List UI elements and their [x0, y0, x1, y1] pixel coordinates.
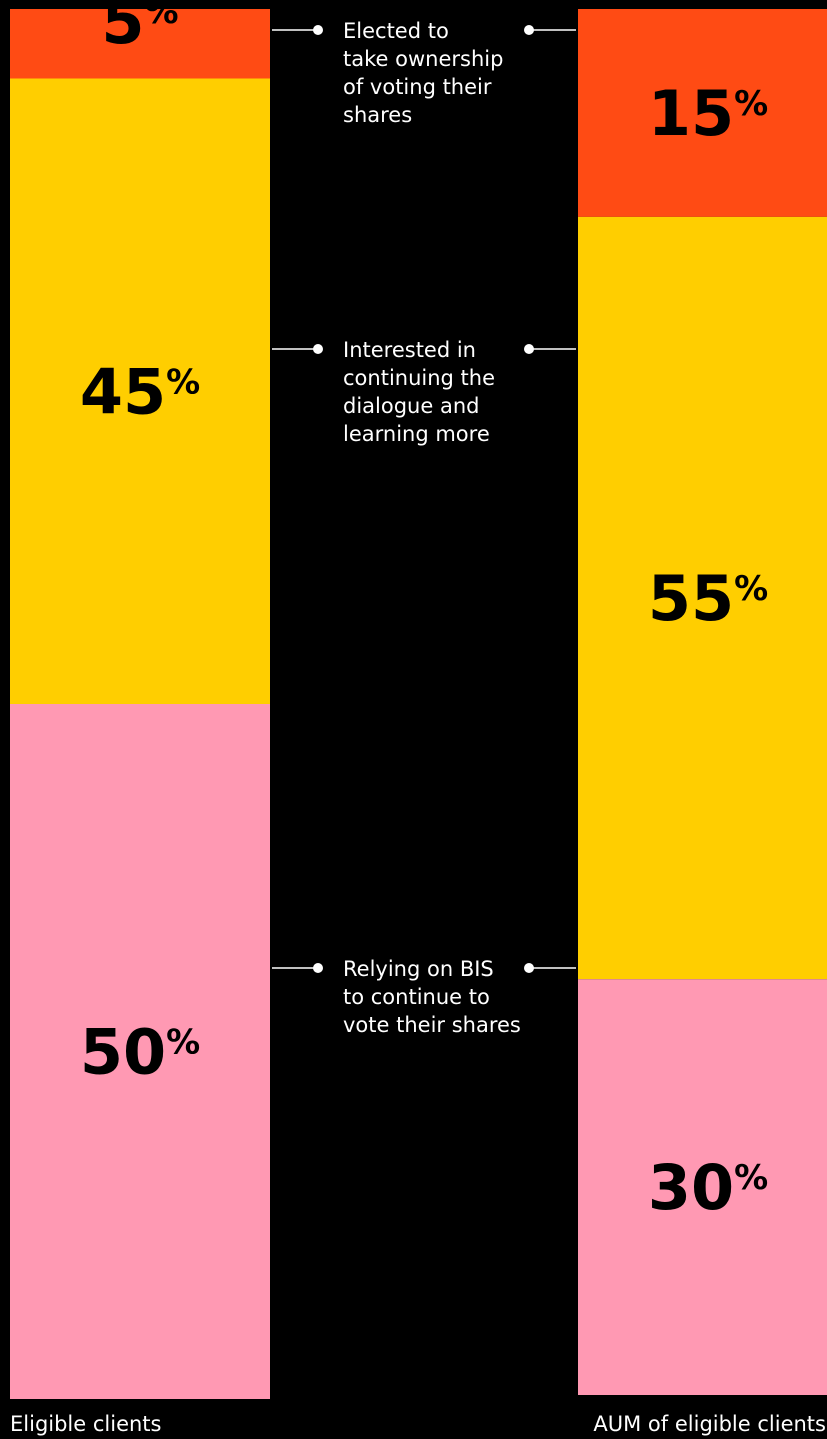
connectors-group	[272, 25, 576, 973]
connector-dot-left	[313, 963, 323, 973]
value-label-aum-of-eligible-clients-relying: 30%	[648, 1151, 768, 1224]
bar-segment-aum-of-eligible-clients-dialogue	[578, 216, 827, 980]
connector-dot-right	[524, 25, 534, 35]
connector-relying	[272, 963, 576, 973]
annotation-dialogue: Interested in continuing the dialogue and l…	[343, 338, 495, 446]
bar-segment-eligible-clients-relying	[10, 704, 270, 1399]
connector-dot-right	[524, 963, 534, 973]
value-label-eligible-clients-dialogue: 45%	[80, 355, 200, 428]
connector-dot-left	[313, 25, 323, 35]
connector-ownership	[272, 25, 576, 35]
connector-dot-right	[524, 344, 534, 354]
bars-group	[10, 9, 827, 1399]
value-label-eligible-clients-ownership: 5%	[101, 0, 178, 58]
bar-segment-aum-of-eligible-clients-ownership	[578, 9, 827, 217]
annotation-ownership: Elected to take ownership of voting their s…	[343, 19, 503, 127]
bar-segment-eligible-clients-dialogue	[10, 78, 270, 704]
connector-dialogue	[272, 344, 576, 354]
annotation-relying: Relying on BIS to continue to vote their s…	[343, 957, 521, 1037]
connector-dot-left	[313, 344, 323, 354]
bar-segment-eligible-clients-ownership	[10, 9, 270, 79]
annotations-group: Elected to take ownership of voting their s…	[343, 19, 521, 1037]
column-labels-group: Eligible clients AUM of eligible clients	[10, 1412, 826, 1436]
value-label-aum-of-eligible-clients-ownership: 15%	[648, 77, 768, 150]
segment-labels-group: 5% 15% 45% 55% 50% 30%	[80, 0, 768, 1224]
category-label-aum-of-eligible-clients: AUM of eligible clients	[593, 1412, 826, 1436]
bar-segment-aum-of-eligible-clients-relying	[578, 979, 827, 1395]
value-label-aum-of-eligible-clients-dialogue: 55%	[648, 562, 768, 635]
category-label-eligible-clients: Eligible clients	[10, 1412, 161, 1436]
value-label-eligible-clients-relying: 50%	[80, 1016, 200, 1089]
